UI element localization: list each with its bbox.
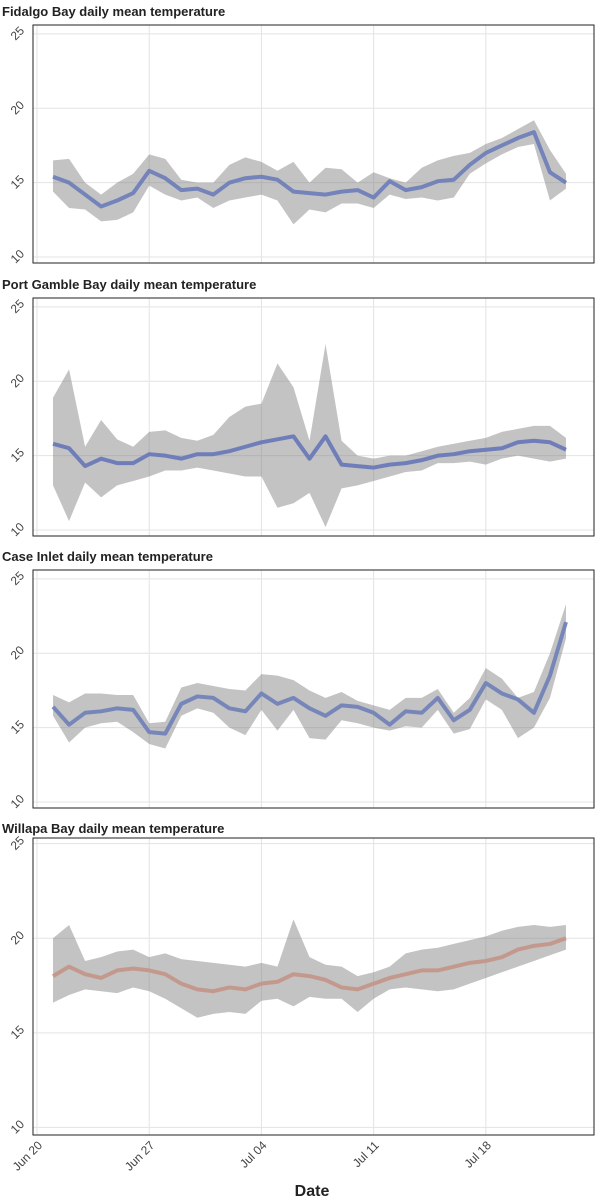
x-tick-label: Jun 20 [10, 1138, 46, 1174]
y-tick-label: 25 [8, 23, 28, 43]
mean-line [52, 434, 567, 470]
mean-line [52, 936, 567, 994]
range-band [53, 120, 566, 225]
x-tick-label: Jul 18 [461, 1138, 494, 1171]
y-tick-label: 10 [8, 247, 28, 267]
range-band [53, 919, 566, 1018]
chart-title: Willapa Bay daily mean temperature [2, 821, 224, 836]
x-tick-label: Jun 27 [122, 1138, 158, 1174]
y-tick-label: 20 [8, 928, 28, 948]
y-tick-label: 20 [8, 371, 28, 391]
x-axis-label: Date [295, 1183, 330, 1200]
chart-title: Port Gamble Bay daily mean temperature [2, 277, 256, 292]
chart-title: Case Inlet daily mean temperature [2, 549, 213, 564]
y-tick-label: 15 [8, 717, 28, 737]
y-tick-label: 15 [8, 445, 28, 465]
panel-border [32, 837, 595, 1136]
panel-border [32, 569, 595, 809]
y-tick-label: 10 [8, 1117, 28, 1137]
y-tick-label: 25 [8, 296, 28, 316]
y-tick-label: 20 [8, 98, 28, 118]
x-tick-label: Jul 11 [350, 1138, 382, 1170]
y-tick-label: 15 [8, 172, 28, 192]
y-tick-label: 10 [8, 792, 28, 812]
x-tick-label: Jul 04 [237, 1138, 270, 1171]
y-tick-label: 25 [8, 833, 28, 853]
range-band [53, 604, 566, 749]
y-tick-label: 10 [8, 520, 28, 540]
y-tick-label: 20 [8, 643, 28, 663]
chart-title: Fidalgo Bay daily mean temperature [2, 4, 225, 19]
mean-line [51, 621, 568, 736]
mean-line [52, 130, 568, 209]
y-tick-label: 15 [8, 1022, 28, 1042]
range-band [53, 344, 566, 528]
y-tick-label: 25 [8, 568, 28, 588]
panel-border [32, 24, 595, 264]
panel-border [32, 297, 595, 537]
